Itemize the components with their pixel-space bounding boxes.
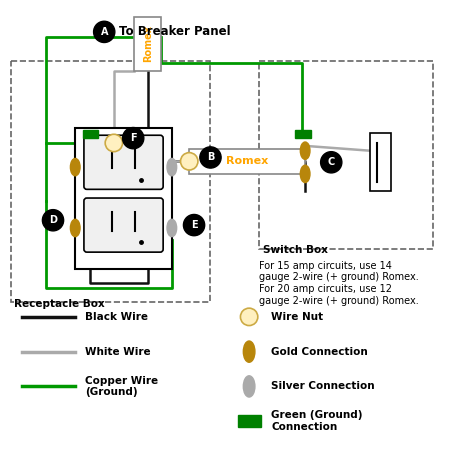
FancyBboxPatch shape (189, 149, 305, 174)
Text: For 15 amp circuits, use 14
gauge 2-wire (+ ground) Romex.
For 20 amp circuits, : For 15 amp circuits, use 14 gauge 2-wire… (259, 261, 419, 306)
Text: Black Wire: Black Wire (85, 312, 148, 322)
Text: Green (Ground)
Connection: Green (Ground) Connection (271, 410, 363, 432)
Ellipse shape (300, 142, 310, 159)
Ellipse shape (71, 219, 80, 237)
Ellipse shape (71, 158, 80, 176)
FancyBboxPatch shape (370, 133, 391, 191)
Circle shape (105, 134, 123, 152)
Text: To Breaker Panel: To Breaker Panel (119, 25, 230, 38)
Ellipse shape (167, 158, 177, 176)
Text: Switch Box: Switch Box (262, 245, 327, 255)
Circle shape (200, 147, 221, 168)
Circle shape (43, 210, 64, 231)
Ellipse shape (243, 341, 255, 362)
Text: Wire Nut: Wire Nut (271, 312, 323, 322)
FancyBboxPatch shape (84, 198, 163, 252)
Bar (238, 415, 261, 427)
Text: Romex: Romex (143, 25, 153, 62)
Text: White Wire: White Wire (85, 347, 151, 357)
Text: Copper Wire
(Ground): Copper Wire (Ground) (85, 376, 158, 397)
FancyBboxPatch shape (134, 17, 161, 71)
FancyBboxPatch shape (259, 61, 433, 249)
Circle shape (321, 152, 342, 173)
Text: F: F (130, 133, 136, 143)
Text: Gold Connection: Gold Connection (271, 347, 368, 357)
Text: Romex: Romex (226, 157, 268, 167)
FancyBboxPatch shape (11, 61, 211, 303)
Text: D: D (49, 215, 57, 225)
Circle shape (93, 21, 115, 42)
Circle shape (183, 214, 205, 236)
Ellipse shape (243, 376, 255, 397)
Text: Receptacle Box: Receptacle Box (14, 298, 105, 308)
Text: C: C (327, 157, 335, 167)
Bar (83, 131, 98, 138)
Circle shape (240, 308, 258, 326)
Text: Silver Connection: Silver Connection (271, 381, 375, 391)
Circle shape (123, 127, 144, 149)
Text: A: A (100, 27, 108, 37)
Ellipse shape (300, 165, 310, 182)
Ellipse shape (167, 219, 177, 237)
Text: B: B (207, 152, 214, 162)
Bar (295, 131, 311, 138)
FancyBboxPatch shape (84, 135, 163, 189)
Circle shape (180, 152, 198, 170)
FancyBboxPatch shape (75, 128, 172, 268)
Text: E: E (191, 220, 197, 230)
